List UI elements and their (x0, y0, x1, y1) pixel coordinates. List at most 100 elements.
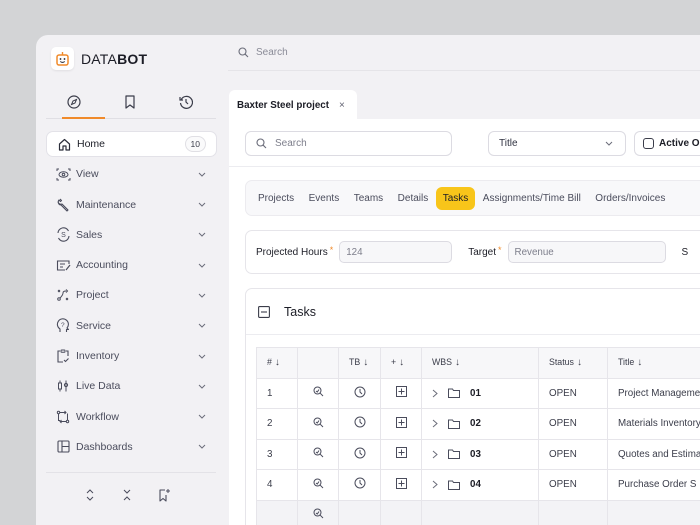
col-plus[interactable]: + ↓ (380, 347, 422, 379)
add-bookmark-icon[interactable] (156, 487, 172, 503)
col-wbs[interactable]: WBS ↓ (421, 347, 539, 379)
tab-details[interactable]: Details (397, 192, 429, 204)
tab-history[interactable] (158, 93, 214, 118)
close-tab-icon[interactable]: × (339, 99, 345, 111)
tab-bookmarks[interactable] (102, 93, 158, 118)
table-row[interactable]: 2 02 OPEN Materials Inventory (256, 408, 700, 440)
robot-logo-icon (51, 47, 74, 70)
sidebar-item-live-data[interactable]: Live Data (46, 373, 217, 399)
tab-orders-invoices[interactable]: Orders/Invoices (595, 192, 666, 204)
tab-events[interactable]: Events (308, 192, 340, 204)
col-zoom (297, 347, 339, 379)
expand-all-icon[interactable] (82, 487, 98, 503)
col-number[interactable]: # ↓ (256, 347, 298, 379)
col-status[interactable]: Status ↓ (538, 347, 608, 379)
chevron-right-icon[interactable] (432, 389, 438, 398)
title-value: Quotes and Estimates (607, 438, 700, 470)
add-box-icon[interactable] (380, 438, 422, 470)
folder-icon (448, 449, 460, 460)
folder-icon (448, 388, 460, 399)
document-tab[interactable]: Baxter Steel project × (229, 90, 357, 120)
row-number: 3 (256, 438, 298, 470)
sort-field-select[interactable]: Title (488, 131, 626, 156)
wbs-code: 04 (470, 479, 481, 491)
document-tab-label: Baxter Steel project (237, 99, 330, 111)
table-row[interactable]: 3 03 OPEN Quotes and Estimates (256, 438, 700, 470)
chevron-right-icon[interactable] (432, 480, 438, 489)
sidebar-item-label: Dashboards (76, 440, 133, 453)
compass-icon (67, 95, 81, 114)
chevron-down-icon (197, 290, 207, 300)
sidebar-item-label: Sales (76, 228, 103, 241)
view-icon (55, 166, 71, 182)
empty-cell (380, 499, 422, 525)
add-box-icon[interactable] (380, 408, 422, 440)
tasks-title: Tasks (284, 304, 316, 319)
chevron-down-icon (197, 351, 207, 361)
search-placeholder: Search (256, 47, 288, 58)
sidebar-item-home[interactable]: Home 10 (46, 131, 217, 157)
sidebar-item-label: Accounting (76, 259, 128, 272)
collapse-section-icon[interactable] (258, 305, 270, 318)
sidebar-item-sales[interactable]: S Sales (46, 222, 217, 248)
sidebar-item-maintenance[interactable]: Maintenance (46, 192, 217, 218)
input-value: 124 (346, 246, 363, 258)
tab-teams[interactable]: Teams (353, 192, 384, 204)
sidebar-bottom-actions (82, 487, 172, 503)
active-only-checkbox[interactable]: Active Only (634, 131, 700, 156)
sidebar-item-label: Project (76, 289, 109, 302)
top-bar: Search (228, 35, 700, 71)
empty-cell (538, 499, 608, 525)
global-search-input[interactable]: Search (238, 47, 288, 58)
tab-explore[interactable] (46, 93, 105, 119)
sidebar-item-service[interactable]: ? Service (46, 313, 217, 339)
tab-projects[interactable]: Projects (258, 192, 295, 204)
clock-icon[interactable] (338, 377, 381, 409)
zoom-in-icon[interactable] (297, 469, 339, 501)
chevron-right-icon[interactable] (432, 450, 438, 459)
wbs-code: 02 (470, 418, 481, 430)
table-row[interactable]: 4 04 OPEN Purchase Order S (256, 469, 700, 501)
sidebar-nav: Home 10 View Maintenance S Sales Account… (46, 131, 217, 464)
table-row[interactable]: 1 01 OPEN Project Management (256, 377, 700, 409)
zoom-in-icon[interactable] (297, 499, 339, 525)
new-row[interactable] (256, 499, 700, 525)
clock-icon[interactable] (338, 438, 381, 470)
collapse-all-icon[interactable] (119, 487, 135, 503)
sidebar-item-workflow[interactable]: Workflow (46, 404, 217, 430)
target-input[interactable]: Revenue (507, 241, 666, 263)
tab-tasks[interactable]: Tasks (435, 186, 476, 210)
sort-arrow-icon: ↓ (274, 357, 280, 369)
tab-assignments-time-bill[interactable]: Assignments/Time Bill (482, 192, 581, 204)
empty-cell (421, 499, 539, 525)
wbs-cell: 03 (421, 438, 539, 470)
col-title[interactable]: Title ↓ (607, 347, 700, 379)
section-tabs: Projects Events Teams Details Tasks Assi… (245, 180, 700, 216)
home-icon (56, 136, 72, 152)
select-value: Title (499, 138, 518, 149)
col-tb[interactable]: TB ↓ (338, 347, 381, 379)
sidebar-item-project[interactable]: Project (46, 282, 217, 308)
status-value: OPEN (538, 408, 608, 440)
search-input[interactable]: Search (245, 131, 452, 156)
zoom-in-icon[interactable] (297, 408, 339, 440)
sidebar-item-view[interactable]: View (46, 161, 217, 187)
title-value: Purchase Order S (607, 469, 700, 501)
checkbox-box[interactable] (643, 138, 654, 149)
add-box-icon[interactable] (380, 469, 422, 501)
live-data-icon (55, 378, 71, 394)
sidebar-item-accounting[interactable]: Accounting (46, 252, 217, 278)
sidebar-item-dashboards[interactable]: Dashboards (46, 434, 217, 460)
sidebar-item-inventory[interactable]: Inventory (46, 343, 217, 369)
clock-icon[interactable] (338, 408, 381, 440)
zoom-in-icon[interactable] (297, 438, 339, 470)
chevron-down-icon (197, 381, 207, 391)
clock-icon[interactable] (338, 469, 381, 501)
chevron-right-icon[interactable] (432, 419, 438, 428)
bookmark-icon (124, 95, 136, 114)
projected-hours-input[interactable]: 124 (339, 241, 453, 263)
sidebar-item-label: Workflow (76, 410, 119, 423)
zoom-in-icon[interactable] (297, 377, 339, 409)
sidebar-item-label: Service (76, 319, 112, 332)
add-box-icon[interactable] (380, 377, 422, 409)
